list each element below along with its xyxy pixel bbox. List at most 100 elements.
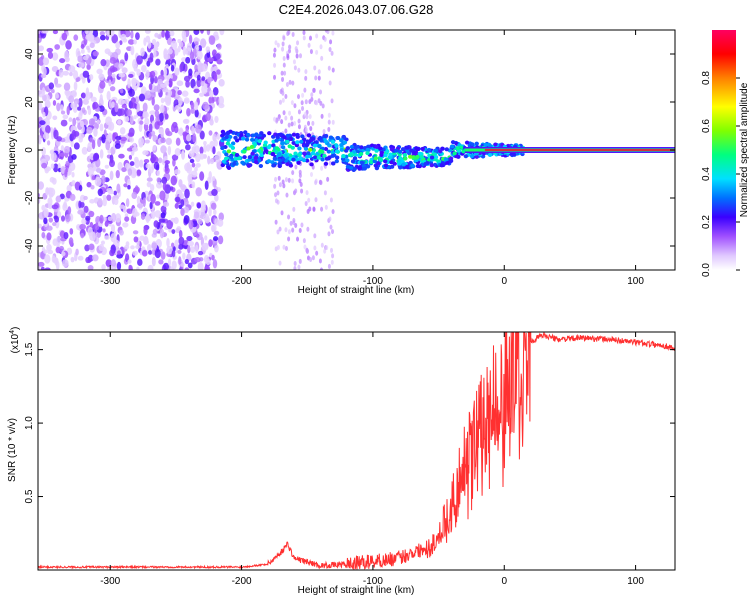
heatmap-cell (197, 250, 204, 256)
heatmap-cell (121, 167, 127, 173)
heatmap-cell (38, 37, 42, 44)
heatmap-cell (353, 145, 358, 150)
heatmap-cell (166, 219, 173, 230)
heatmap-cell (297, 153, 302, 158)
heatmap-cell (274, 138, 279, 143)
heatmap-cell (216, 58, 223, 65)
heatmap-cell (116, 183, 121, 194)
heatmap-cell (152, 134, 158, 142)
heatmap-cell (70, 102, 75, 109)
heatmap-cell (130, 30, 134, 39)
heatmap-cell (301, 106, 305, 112)
heatmap-cell (291, 227, 295, 233)
heatmap-cell (146, 181, 152, 188)
heatmap-cell (323, 146, 329, 151)
heatmap-cell (176, 80, 184, 87)
heatmap-cell (68, 65, 76, 73)
heatmap-cell (164, 160, 171, 165)
heatmap-cell (78, 111, 83, 120)
heatmap-cell (180, 199, 185, 207)
heatmap-cell (72, 117, 77, 127)
heatmap-cell (258, 164, 264, 169)
heatmap-cell (75, 77, 79, 83)
heatmap-cell (294, 46, 298, 52)
heatmap-cell (151, 256, 156, 267)
heatmap-cell (334, 149, 340, 154)
heatmap-cell (54, 77, 59, 86)
heatmap-cell (146, 243, 152, 253)
heatmap-cell (196, 202, 202, 209)
heatmap-cell (54, 44, 61, 50)
heatmap-cell (293, 65, 297, 71)
heatmap-cell (423, 161, 428, 166)
heatmap-cell (124, 116, 130, 123)
heatmap-cell (64, 169, 68, 178)
heatmap-cell (178, 229, 183, 239)
heatmap-cell (136, 195, 141, 206)
y-tick-label: -20 (24, 190, 35, 205)
heatmap-cell (405, 148, 410, 153)
heatmap-cell (155, 58, 161, 66)
heatmap-cell (144, 239, 149, 245)
heatmap-cell (158, 128, 164, 135)
heatmap-cell (449, 144, 455, 149)
heatmap-cell (327, 112, 331, 118)
heatmap-cell (124, 244, 130, 250)
heatmap-cell (160, 145, 167, 154)
heatmap-cell (311, 255, 315, 261)
heatmap-cell (86, 64, 91, 70)
heatmap-cell (129, 265, 133, 270)
heatmap-cell (60, 145, 65, 153)
y-tick-label: 0 (24, 147, 35, 153)
heatmap-cell (73, 81, 78, 91)
heatmap-cell (156, 182, 163, 189)
heatmap-cell (164, 30, 169, 41)
heatmap-cell (287, 214, 291, 220)
x-tick-label: 100 (627, 276, 644, 287)
heatmap-cell (38, 102, 43, 111)
heatmap-cell (287, 122, 291, 128)
heatmap-cell (92, 51, 99, 57)
heatmap-cell (89, 231, 96, 242)
heatmap-cell (127, 168, 133, 176)
heatmap-cell (291, 132, 297, 137)
heatmap-cell (373, 156, 379, 161)
heatmap-cell (108, 79, 112, 87)
heatmap-cell (163, 53, 171, 60)
heatmap-cell (280, 210, 284, 216)
heatmap-cell (296, 94, 300, 100)
heatmap-cell (291, 140, 296, 145)
heatmap-cell (314, 197, 318, 203)
heatmap-cell (253, 159, 259, 164)
heatmap-cell (253, 155, 258, 160)
heatmap-cell (365, 164, 371, 169)
heatmap-cell (273, 183, 277, 189)
heatmap-cell (47, 51, 54, 60)
heatmap-cell (139, 159, 144, 168)
heatmap-cell (190, 201, 195, 207)
heatmap-cell (115, 135, 122, 141)
heatmap-cell (182, 252, 186, 260)
heatmap-cell (92, 153, 98, 162)
heatmap-cell (319, 44, 323, 50)
heatmap-cell (274, 40, 278, 46)
heatmap-cell (77, 255, 84, 261)
heatmap-cell (162, 87, 169, 93)
spectrogram-x-axis: -300 -200 -100 0 100 (100, 30, 644, 287)
heatmap-cell (92, 254, 99, 262)
heatmap-cell (111, 73, 116, 79)
heatmap-cell (319, 180, 323, 186)
heatmap-cell (334, 159, 339, 164)
heatmap-cell (99, 80, 106, 89)
heatmap-cell (304, 127, 308, 133)
colorbar-tick-label: 0.6 (701, 119, 712, 133)
tone-core (484, 149, 675, 151)
heatmap-cell (170, 64, 175, 72)
snr-y-scale-exponent: 4 (9, 330, 16, 334)
heatmap-cell (136, 266, 140, 270)
heatmap-cell (62, 114, 69, 120)
heatmap-cell (398, 156, 403, 161)
heatmap-cell (244, 137, 250, 142)
heatmap-cell (153, 104, 160, 111)
heatmap-cell (400, 147, 406, 152)
